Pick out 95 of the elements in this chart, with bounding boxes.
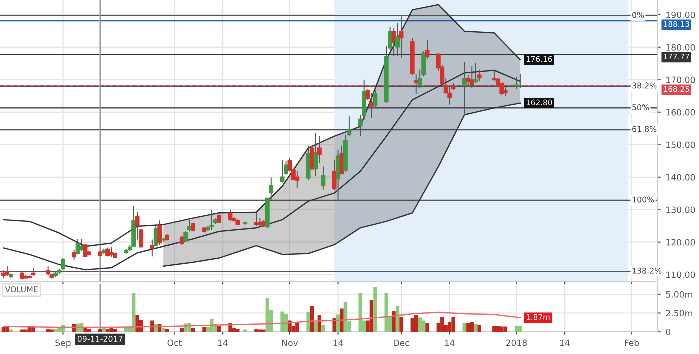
candlestick [184,231,188,243]
bar [165,329,170,332]
bar [191,328,196,332]
bar [470,322,474,332]
bar [296,323,300,332]
bar [98,329,102,332]
x-tick-label: Oct [168,340,182,346]
bar [180,328,184,332]
bar [358,293,362,332]
y-tick-label: 170.00 [666,76,696,84]
bar [102,328,106,332]
bar [492,326,496,332]
bar [426,323,430,332]
x-tick-label: Dec [394,340,410,346]
y-tick-label: 0 [666,328,671,336]
bar [113,329,118,332]
y-tick-label: 130.00 [666,206,696,214]
x-tick-label: 2018 [506,340,528,346]
bar [87,329,92,332]
bar [340,308,344,332]
line-series [162,102,522,268]
bar [462,323,467,332]
y-tick-label: 150.00 [666,142,696,148]
bar [474,324,478,332]
bar [500,326,504,332]
bar [418,318,422,332]
candlestick [492,69,497,82]
bar [110,328,114,332]
bar [344,302,348,332]
bar [162,328,166,332]
y-tick-label: 160.00 [666,109,696,116]
bar [217,326,222,332]
bar [336,314,340,332]
line-series [3,70,522,271]
candlestick [109,246,114,258]
bar [452,317,456,332]
bar [2,328,6,332]
candlestick [474,62,478,84]
y-tick-label: 120.00 [666,239,696,246]
y-tick-label: 5.00m [666,291,692,298]
bar [54,329,58,332]
bar [440,317,444,332]
candlestick [210,210,214,231]
bar [422,320,426,332]
bar [478,325,482,332]
bar [384,293,388,332]
line-series [3,312,522,328]
x-tick-label: 14 [560,340,570,346]
candlestick [392,28,396,58]
bar [410,318,415,332]
bar [370,300,374,332]
bar [266,298,270,332]
bar [306,312,310,332]
bar [314,322,318,332]
y-tick-label: 140.00 [666,174,696,181]
bar [466,323,470,332]
bar [280,312,284,332]
bar [236,329,240,332]
candlestick [158,220,162,246]
bar [132,293,136,332]
bar [514,326,519,332]
candlestick [280,160,285,184]
candlestick [150,239,155,258]
y-tick-label: 2.50m [666,310,692,317]
bar [322,325,326,332]
bar [202,328,206,332]
candlestick [295,171,300,189]
bar [136,316,140,332]
bar [504,326,508,332]
bar [400,317,404,332]
bar [28,328,32,332]
bar [150,320,154,332]
bar [254,329,258,332]
bar [84,328,88,332]
bar [210,319,214,332]
bar [46,329,50,332]
x-tick-label: Feb [625,340,640,346]
bar [374,287,378,332]
bar [310,306,314,332]
bar [518,326,522,332]
x-tick-label: Sep [56,340,71,348]
x-tick-label: 14 [218,340,228,346]
bar [392,311,396,332]
bar [6,328,10,332]
candlestick [321,166,326,190]
bar [496,326,500,332]
bar [414,316,418,332]
y-tick-label: 110.00 [666,272,696,278]
x-tick-label: Nov [282,340,298,346]
x-tick-label: 14 [445,340,455,346]
x-tick-label: 14 [334,340,344,346]
y-tick-label: 180.00 [666,44,696,51]
y-tick-label: 190.00 [666,12,696,18]
bar [106,329,110,332]
candlestick [80,238,84,252]
